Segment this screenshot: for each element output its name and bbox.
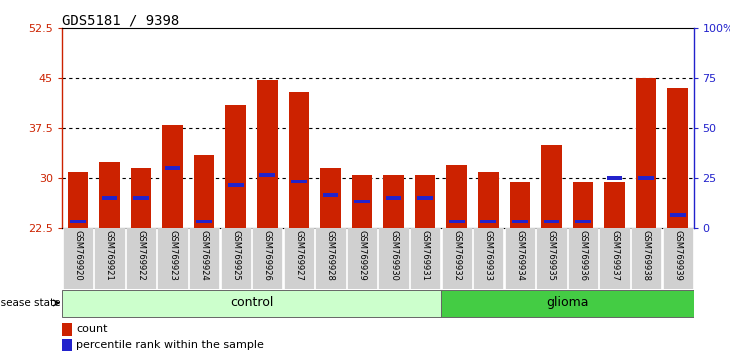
Bar xyxy=(162,125,182,228)
Bar xyxy=(94,228,125,289)
Bar xyxy=(667,88,688,228)
Bar xyxy=(604,182,625,228)
Bar xyxy=(449,220,464,223)
Bar xyxy=(68,172,88,228)
Text: GSM769926: GSM769926 xyxy=(263,230,272,281)
Bar xyxy=(418,196,433,200)
Bar xyxy=(478,172,499,228)
Bar xyxy=(133,196,149,200)
Bar xyxy=(70,220,85,223)
Bar xyxy=(541,145,561,228)
Bar xyxy=(631,228,661,289)
Bar xyxy=(410,228,440,289)
Bar xyxy=(607,177,623,180)
Text: disease state: disease state xyxy=(0,298,61,308)
Bar xyxy=(99,162,120,228)
Bar xyxy=(323,193,338,197)
Bar xyxy=(131,169,151,228)
Bar xyxy=(473,228,504,289)
Text: GSM769932: GSM769932 xyxy=(452,230,461,281)
Bar xyxy=(480,220,496,223)
Bar xyxy=(226,105,246,228)
Bar xyxy=(504,228,535,289)
Bar xyxy=(512,220,528,223)
Text: GSM769924: GSM769924 xyxy=(199,230,209,281)
Bar xyxy=(158,228,188,289)
Bar xyxy=(165,166,180,170)
Text: GSM769928: GSM769928 xyxy=(326,230,335,281)
Bar xyxy=(189,228,219,289)
Bar xyxy=(385,196,402,200)
Bar xyxy=(442,228,472,289)
Bar xyxy=(196,220,212,223)
Text: glioma: glioma xyxy=(546,296,588,309)
Bar xyxy=(544,220,559,223)
Bar xyxy=(599,228,630,289)
Text: GSM769938: GSM769938 xyxy=(642,230,650,281)
Text: GSM769922: GSM769922 xyxy=(137,230,145,281)
Bar xyxy=(510,182,530,228)
Text: GSM769934: GSM769934 xyxy=(515,230,524,281)
Text: GSM769933: GSM769933 xyxy=(484,230,493,281)
Bar xyxy=(378,228,409,289)
Text: GSM769927: GSM769927 xyxy=(294,230,304,281)
Bar xyxy=(670,213,685,217)
Text: GSM769937: GSM769937 xyxy=(610,230,619,281)
Bar xyxy=(259,173,275,177)
Bar xyxy=(568,228,598,289)
Text: GDS5181 / 9398: GDS5181 / 9398 xyxy=(62,13,180,27)
Text: count: count xyxy=(76,324,107,334)
Bar xyxy=(441,290,694,317)
Bar xyxy=(320,169,341,228)
Bar xyxy=(663,228,693,289)
Text: GSM769920: GSM769920 xyxy=(73,230,82,281)
Bar xyxy=(383,175,404,228)
Bar xyxy=(315,228,345,289)
Bar xyxy=(220,228,251,289)
Bar xyxy=(63,228,93,289)
Bar xyxy=(228,183,244,187)
Text: percentile rank within the sample: percentile rank within the sample xyxy=(76,340,264,350)
Bar xyxy=(101,196,118,200)
Bar xyxy=(257,80,277,228)
Bar xyxy=(352,175,372,228)
Bar xyxy=(284,228,314,289)
Bar xyxy=(62,323,72,336)
Bar xyxy=(638,177,654,180)
Bar xyxy=(291,180,307,183)
Text: control: control xyxy=(230,296,273,309)
Bar xyxy=(194,155,215,228)
Bar xyxy=(573,182,593,228)
Bar xyxy=(415,175,435,228)
Bar xyxy=(288,92,309,228)
Text: GSM769923: GSM769923 xyxy=(168,230,177,281)
Text: GSM769921: GSM769921 xyxy=(105,230,114,281)
Bar xyxy=(252,228,283,289)
Bar xyxy=(447,165,467,228)
Bar xyxy=(347,228,377,289)
Bar xyxy=(575,220,591,223)
Bar xyxy=(62,338,72,351)
Bar xyxy=(537,228,566,289)
Text: GSM769930: GSM769930 xyxy=(389,230,398,281)
Bar xyxy=(354,200,370,204)
Text: GSM769936: GSM769936 xyxy=(578,230,588,281)
Bar xyxy=(62,290,441,317)
Text: GSM769925: GSM769925 xyxy=(231,230,240,281)
Text: GSM769939: GSM769939 xyxy=(673,230,683,281)
Text: GSM769935: GSM769935 xyxy=(547,230,556,281)
Text: GSM769929: GSM769929 xyxy=(358,230,366,281)
Bar xyxy=(126,228,156,289)
Text: GSM769931: GSM769931 xyxy=(420,230,430,281)
Bar xyxy=(636,78,656,228)
